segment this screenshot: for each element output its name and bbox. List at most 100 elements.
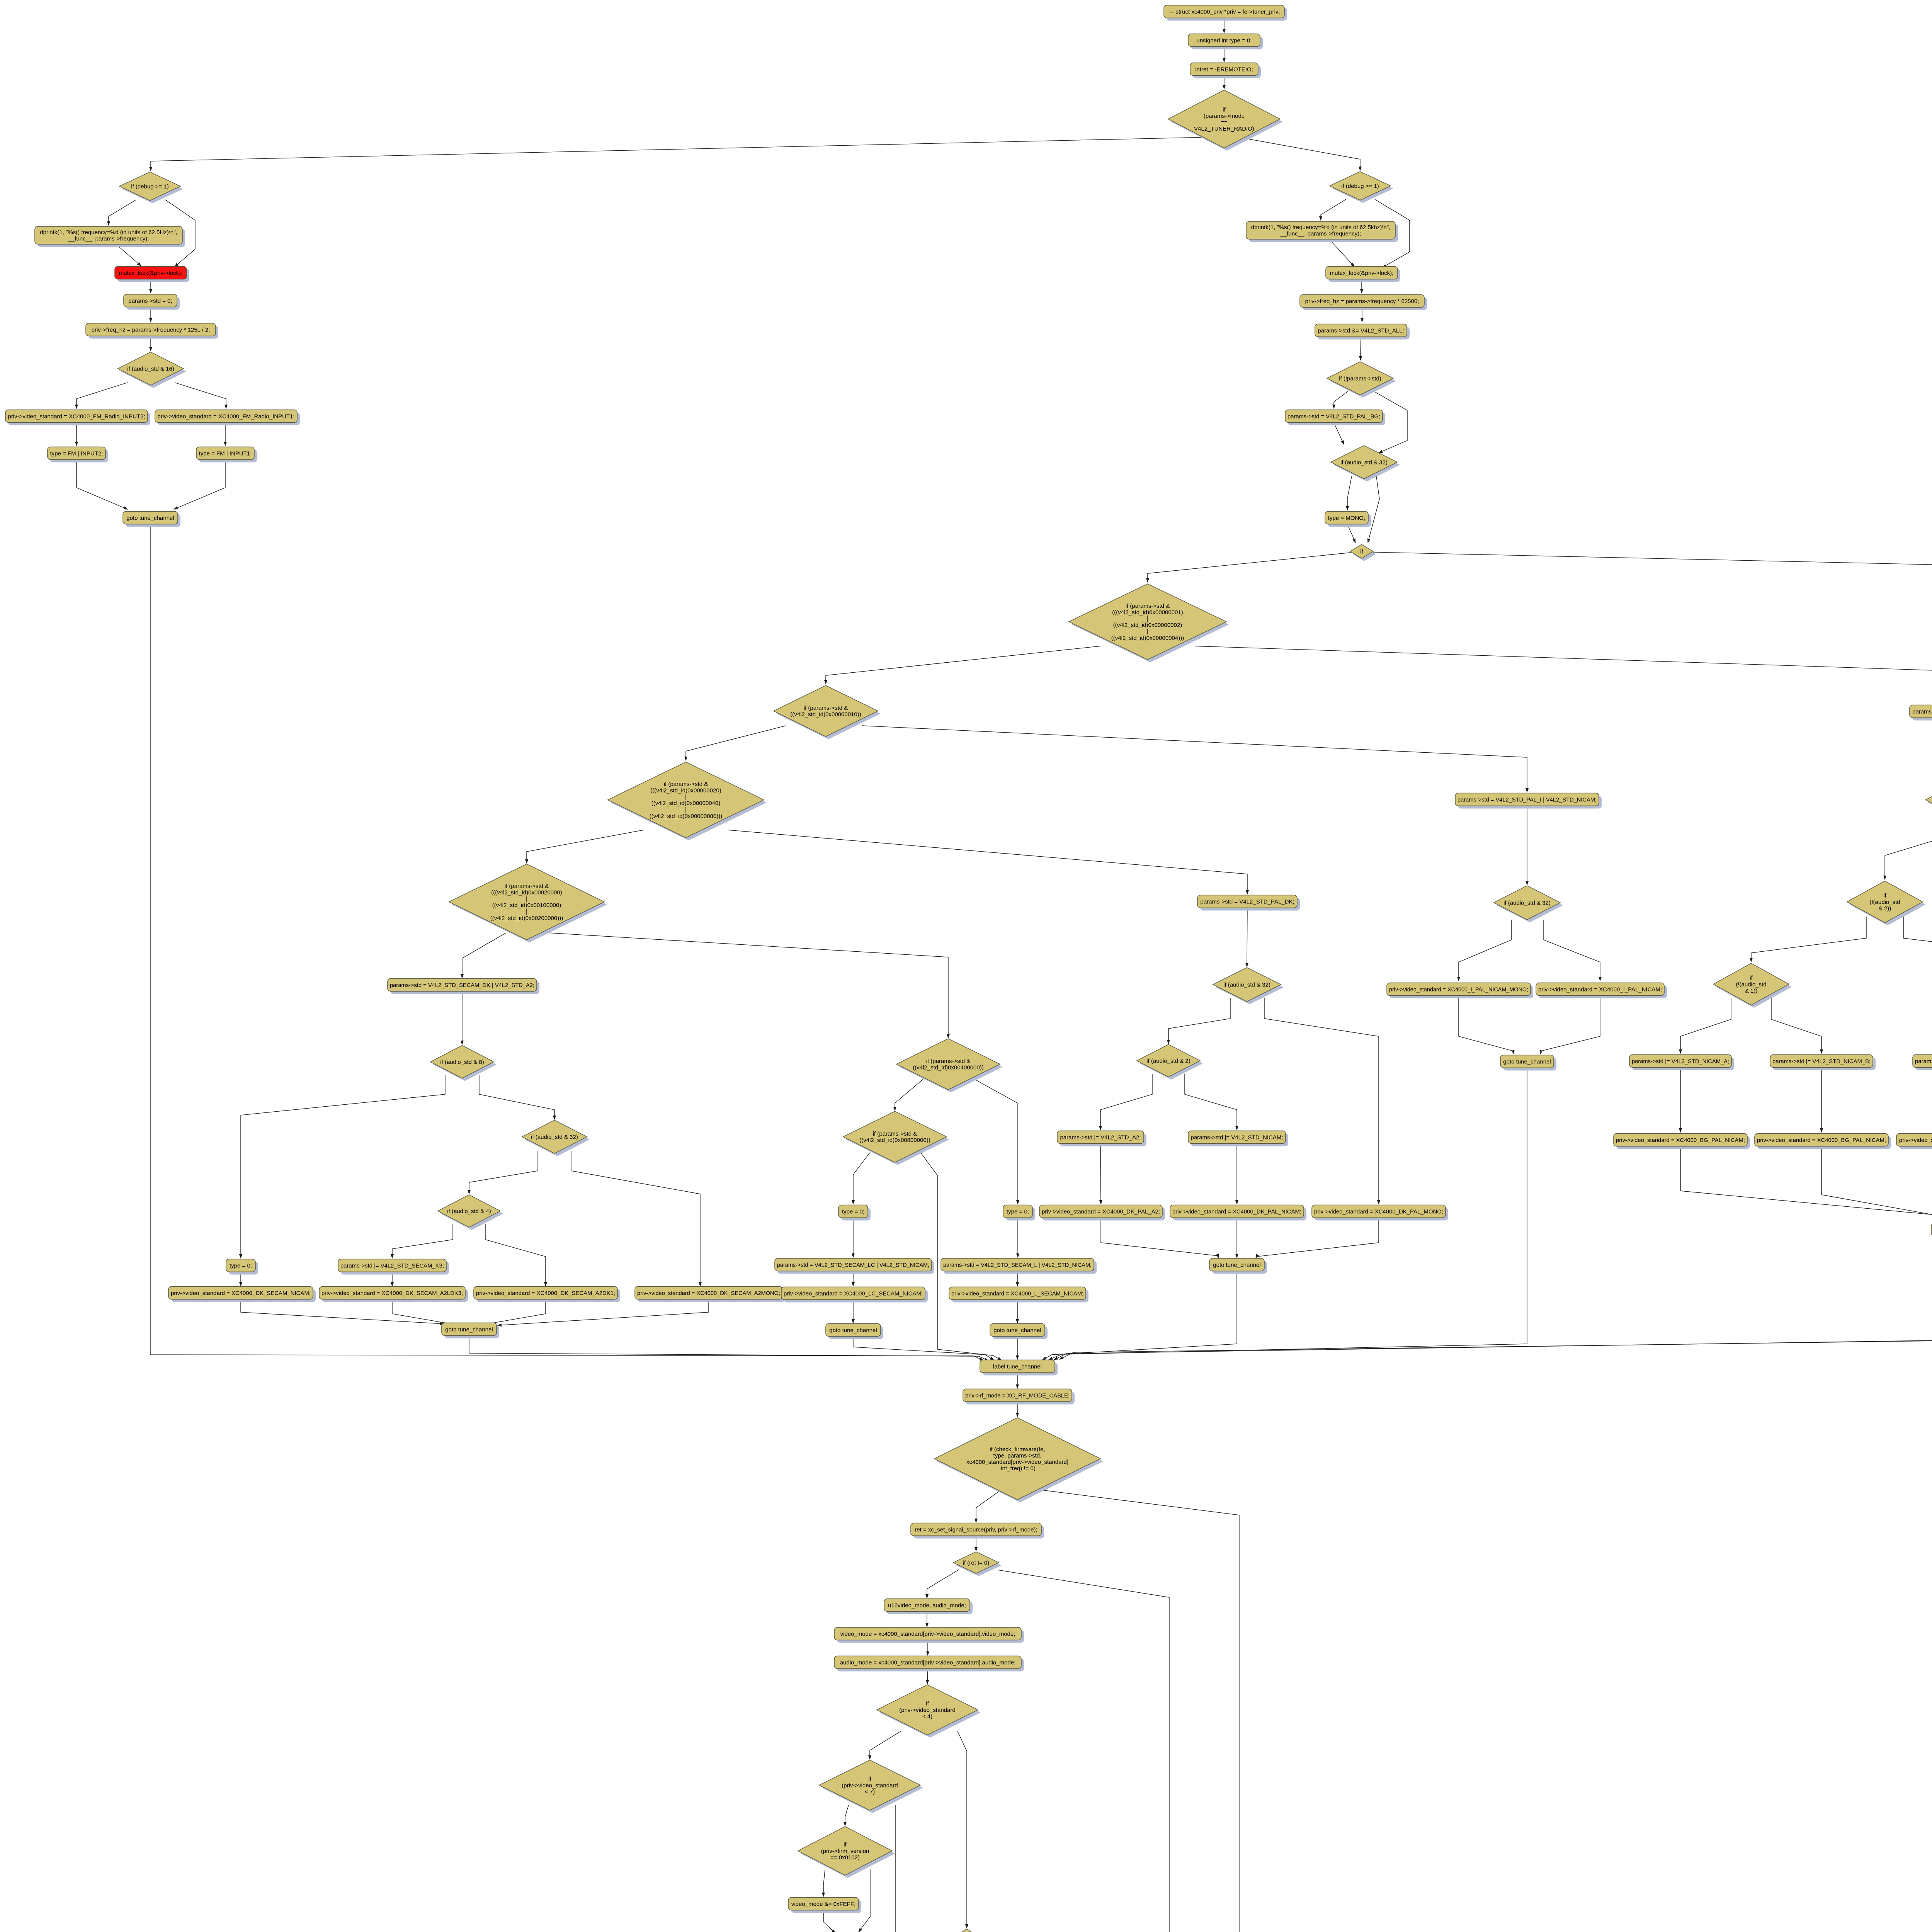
svg-text:==: == [1221,119,1228,126]
svg-text:intret = -EREMOTEIO;: intret = -EREMOTEIO; [1195,66,1253,73]
svg-text:|: | [526,908,527,915]
svg-text:__func__, params->frequency);: __func__, params->frequency); [68,236,149,242]
svg-text:video_mode &= 0xFEFF;: video_mode &= 0xFEFF; [791,1901,855,1907]
svg-text:(priv->firm_version: (priv->firm_version [821,1848,869,1854]
svg-text:((v4l2_std_id)0x00000004))): ((v4l2_std_id)0x00000004))) [1111,635,1184,641]
svg-text:(((v4l2_std_id)0x00000020): (((v4l2_std_id)0x00000020) [650,787,721,794]
svg-text:priv->video_standard = XC4000_: priv->video_standard = XC4000_DK_PAL_A2; [1042,1208,1160,1215]
svg-text:priv->video_standard = XC4000_: priv->video_standard = XC4000_BG_PAL_NIC… [1616,1137,1745,1143]
svg-text:priv->video_standard = XC4000_: priv->video_standard = XC4000_BG_PAL_NIC… [1757,1137,1886,1143]
svg-text:type = MONO;: type = MONO; [1328,515,1365,521]
svg-text:priv->video_standard = XC4000_: priv->video_standard = XC4000_I_PAL_NICA… [1389,986,1528,993]
svg-text:(!(audio_std: (!(audio_std [1869,899,1900,905]
svg-text:(((v4l2_std_id)0x00000001): (((v4l2_std_id)0x00000001) [1112,609,1183,616]
svg-text:if (debug >= 1): if (debug >= 1) [1341,183,1379,189]
svg-text:params->std |= V4L2_STD_NICAM;: params->std |= V4L2_STD_NICAM; [1191,1134,1283,1141]
svg-text:type = 0;: type = 0; [842,1208,864,1215]
svg-text:priv->video_standard = XC4000_: priv->video_standard = XC4000_DK_PAL_MON… [1314,1208,1443,1215]
svg-text:ret = xc_set_signal_source(pri: ret = xc_set_signal_source(priv, priv->r… [915,1526,1037,1533]
svg-text:if (audio_std & 16): if (audio_std & 16) [127,366,174,372]
svg-text:if: if [1223,106,1226,113]
svg-text:((v4l2_std_id)0x00800000)): ((v4l2_std_id)0x00800000)) [859,1137,930,1144]
svg-text:priv->video_standard = XC4000_: priv->video_standard = XC4000_FM_Radio_I… [157,413,294,420]
svg-text:if (params->std &: if (params->std & [1126,603,1170,609]
svg-text:if (!params->std): if (!params->std) [1339,375,1381,382]
svg-text:(priv->video_standard: (priv->video_standard [899,1707,956,1713]
svg-text:type = 0;: type = 0; [1007,1208,1029,1215]
svg-text:|: | [1147,616,1148,622]
svg-text:if: if [1360,548,1363,555]
svg-text:if (params->std &: if (params->std & [804,705,848,711]
svg-text:params->std = V4L2_STD_SECAM_D: params->std = V4L2_STD_SECAM_DK | V4L2_S… [390,982,534,988]
svg-text:label tune_channel: label tune_channel [993,1363,1042,1370]
svg-text:priv->video_standard = XC4000_: priv->video_standard = XC4000_FM_Radio_I… [8,413,145,420]
svg-text:if (debug >= 1): if (debug >= 1) [131,183,169,190]
svg-text:xc4000_standard[priv->video_st: xc4000_standard[priv->video_standard] [966,1459,1068,1466]
svg-text:goto tune_channel: goto tune_channel [829,1327,877,1333]
svg-text:((v4l2_std_id)0x00200000))): ((v4l2_std_id)0x00200000))) [490,915,563,922]
svg-text:if: if [844,1842,847,1848]
svg-text:if (check_firmware(fe,: if (check_firmware(fe, [990,1446,1045,1452]
svg-text:goto tune_channel: goto tune_channel [445,1326,493,1333]
svg-text:priv->video_standard = XC4000_: priv->video_standard = XC4000_DK_SECAM_A… [476,1290,615,1296]
svg-text:((v4l2_std_id)0x00000010)): ((v4l2_std_id)0x00000010)) [790,711,861,718]
svg-text:priv->freq_hz = params->freque: priv->freq_hz = params->frequency * 125L… [92,327,210,333]
svg-text:priv->rf_mode = XC_RF_MODE_CAB: priv->rf_mode = XC_RF_MODE_CABLE; [965,1392,1070,1399]
svg-text:dprintk(1, "%s() frequency=%d: dprintk(1, "%s() frequency=%d (in units … [1251,224,1390,231]
svg-text:params->std |= V4L2_STD_A2;: params->std |= V4L2_STD_A2; [1060,1134,1141,1141]
svg-text:if (audio_std & 32): if (audio_std & 32) [1340,459,1388,466]
svg-text:goto tune_channel: goto tune_channel [126,515,174,521]
svg-text:if (audio_std & 32): if (audio_std & 32) [1503,900,1551,906]
svg-text:if (params->std &: if (params->std & [873,1131,917,1137]
svg-text:params->std = V4L2_STD_SECAM_L: params->std = V4L2_STD_SECAM_LC | V4L2_S… [777,1262,929,1268]
svg-text:unsigned int type = 0;: unsigned int type = 0; [1196,37,1252,44]
svg-text:type = 0;: type = 0; [230,1262,252,1269]
svg-text:video_mode = xc4000_standard[p: video_mode = xc4000_standard[priv->video… [840,1631,1015,1637]
svg-text:((v4l2_std_id)0x00100000): ((v4l2_std_id)0x00100000) [492,902,561,909]
svg-text:mutex_lock(&priv->lock);: mutex_lock(&priv->lock); [1330,270,1394,276]
svg-text:== 0x0102): == 0x0102) [830,1854,860,1861]
svg-text:priv->video_standard = XC4000_: priv->video_standard = XC4000_L_SECAM_NI… [951,1290,1083,1297]
svg-text:__func__, params->frequency);: __func__, params->frequency); [1280,231,1361,237]
svg-text:params->std |= V4L2_STD_A2_A;: params->std |= V4L2_STD_A2_A; [1915,1058,1932,1065]
svg-text:if (audio_std & 32): if (audio_std & 32) [1223,981,1270,988]
svg-text:params->std &= V4L2_STD_ALL;: params->std &= V4L2_STD_ALL; [1318,327,1404,334]
svg-text:|: | [685,806,687,813]
svg-text:params->std = V4L2_STD_SECAM_L: params->std = V4L2_STD_SECAM_L | V4L2_ST… [943,1262,1092,1268]
svg-text:dprintk(1, "%s() frequency=%d: dprintk(1, "%s() frequency=%d (in units … [40,229,177,236]
svg-text:< 4): < 4) [922,1713,932,1720]
svg-text:if (audio_std & 4): if (audio_std & 4) [447,1208,491,1214]
svg-text:(priv->video_standard: (priv->video_standard [842,1782,898,1789]
svg-text:< 7): < 7) [865,1789,875,1795]
svg-text:params->std |= V4L2_STD_SECAM_: params->std |= V4L2_STD_SECAM_K3; [340,1262,444,1269]
svg-text:if: if [868,1776,871,1782]
svg-text:priv->video_standard = XC4000_: priv->video_standard = XC4000_I_PAL_NICA… [1538,986,1662,993]
svg-text:|: | [1147,628,1148,635]
svg-text:params->std = V4L2_STD_PAL_BG;: params->std = V4L2_STD_PAL_BG; [1287,413,1380,420]
svg-text:if (audio_std & 2): if (audio_std & 2) [1146,1058,1190,1064]
svg-text:if (audio_std & 32): if (audio_std & 32) [531,1134,578,1140]
svg-text:params->std = 0;: params->std = 0; [128,298,172,304]
svg-text:type, params->std,: type, params->std, [993,1452,1042,1459]
svg-text:& 2)): & 2)) [1879,905,1891,912]
svg-text:goto tune_channel: goto tune_channel [1503,1058,1551,1065]
svg-text:if (params->std &: if (params->std & [505,883,549,889]
svg-text:.int_freq) != 0): .int_freq) != 0) [999,1465,1036,1472]
svg-text:type = FM | INPUT2;: type = FM | INPUT2; [50,450,103,457]
svg-text:|: | [526,896,527,902]
svg-text:if: if [1883,893,1886,899]
svg-text:goto tune_channel: goto tune_channel [993,1327,1041,1333]
svg-text:V4L2_TUNER_RADIO): V4L2_TUNER_RADIO) [1194,126,1254,132]
svg-text:((v4l2_std_id)0x00000040): ((v4l2_std_id)0x00000040) [651,800,720,807]
svg-text:if (ret != 0): if (ret != 0) [963,1560,990,1566]
svg-text:if: if [1750,975,1753,981]
svg-text:|: | [685,794,687,800]
svg-text:u16video_mode, audio_mode;: u16video_mode, audio_mode; [888,1602,966,1609]
svg-text:(!(audio_std: (!(audio_std [1736,981,1766,988]
svg-text:if (params->std &: if (params->std & [664,781,708,787]
svg-text:priv->video_standard = XC4000_: priv->video_standard = XC4000_DK_SECAM_N… [171,1290,311,1296]
svg-text:params->std = V4L2_STD_PAL_BG;: params->std = V4L2_STD_PAL_BG; [1912,708,1932,715]
svg-text:goto tune_channel: goto tune_channel [1213,1262,1260,1268]
svg-text:if (params->std &: if (params->std & [926,1058,971,1065]
svg-text:params->std |= V4L2_STD_NICAM_: params->std |= V4L2_STD_NICAM_B; [1772,1058,1871,1065]
